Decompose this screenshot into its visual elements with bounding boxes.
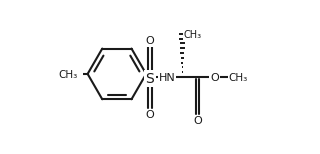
Text: CH₃: CH₃: [228, 73, 248, 83]
Text: O: O: [193, 116, 202, 126]
Text: O: O: [210, 73, 219, 83]
Text: CH₃: CH₃: [58, 70, 78, 80]
Text: O: O: [146, 110, 154, 120]
Text: S: S: [146, 71, 154, 85]
Text: CH₃: CH₃: [184, 30, 202, 40]
Text: HN: HN: [158, 73, 175, 83]
Text: O: O: [146, 36, 154, 46]
